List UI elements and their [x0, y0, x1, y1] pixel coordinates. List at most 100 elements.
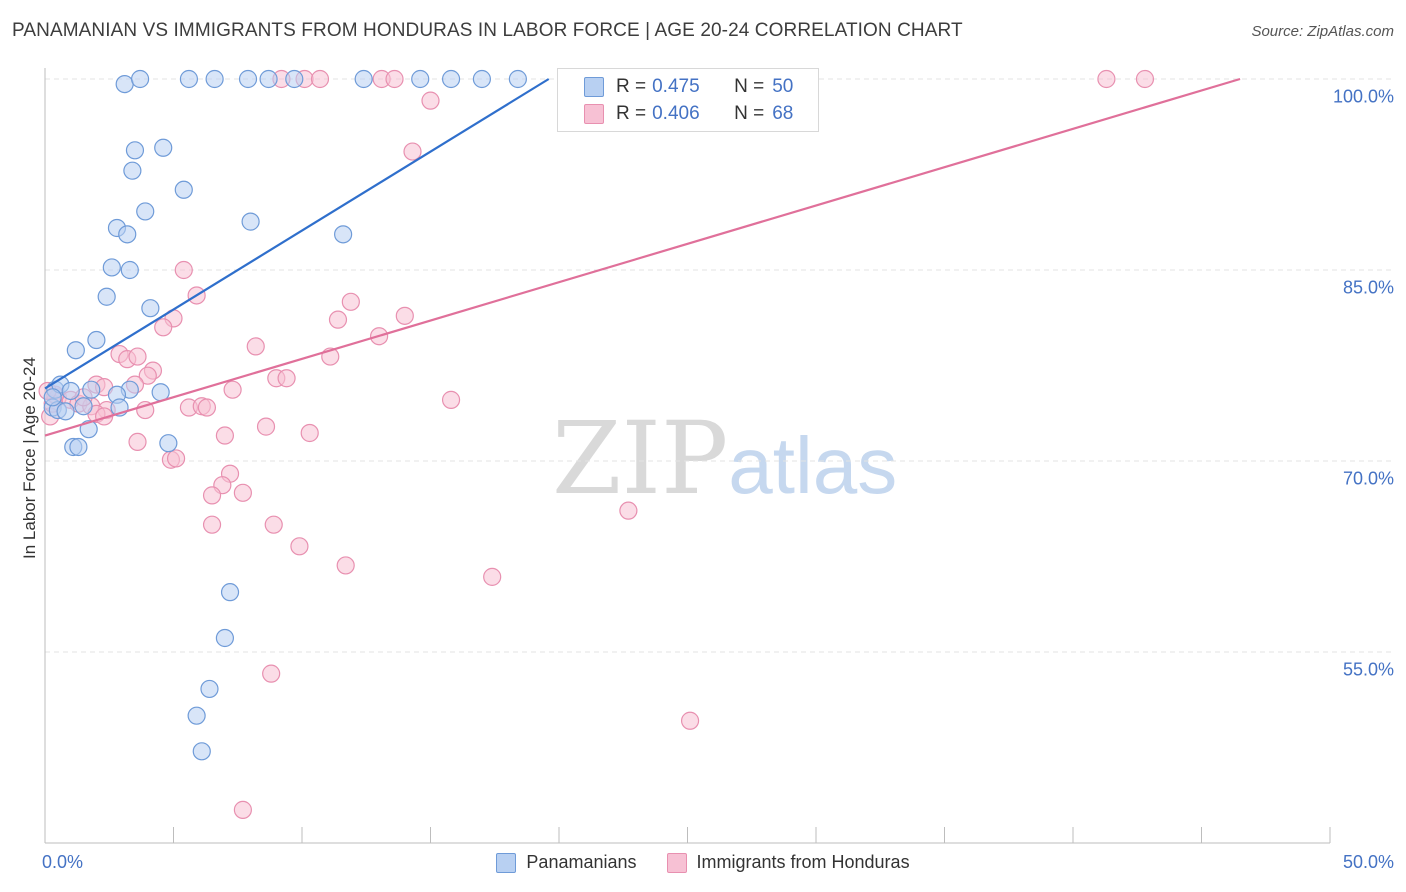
data-point-panamanians	[159, 434, 178, 453]
data-point-honduras	[264, 515, 283, 534]
data-point-honduras	[215, 426, 234, 445]
data-point-panamanians	[74, 397, 93, 416]
data-point-honduras	[138, 366, 157, 385]
data-point-honduras	[441, 390, 461, 409]
y-axis-label: In Labor Force | Age 20-24	[20, 357, 39, 559]
trend-line-panamanians	[44, 78, 550, 390]
data-point-honduras	[202, 515, 222, 534]
data-point-panamanians	[79, 420, 98, 439]
data-point-panamanians	[174, 180, 193, 199]
data-point-honduras	[262, 664, 281, 683]
data-point-honduras	[246, 337, 265, 356]
y-tick-label: 70.0%	[1342, 468, 1394, 489]
data-point-panamanians	[238, 69, 258, 89]
legend-item-honduras[interactable]: Immigrants from Honduras	[666, 852, 910, 873]
data-point-honduras	[154, 318, 173, 337]
data-point-panamanians	[220, 583, 240, 602]
data-point-panamanians	[205, 69, 224, 89]
data-point-panamanians	[259, 69, 278, 89]
data-point-honduras	[300, 423, 319, 443]
data-point-panamanians	[56, 402, 75, 421]
data-point-honduras	[223, 380, 242, 399]
chart-title: PANAMANIAN VS IMMIGRANTS FROM HONDURAS I…	[12, 20, 963, 41]
legend-row-panamanians: R = 0.475 N = 50	[584, 75, 793, 99]
data-point-honduras	[395, 306, 414, 325]
data-point-panamanians	[102, 258, 121, 277]
legend-item-panamanians[interactable]: Panamanians	[496, 852, 637, 873]
data-point-panamanians	[285, 69, 304, 89]
series-panamanians-points	[43, 69, 656, 761]
data-point-panamanians	[411, 69, 430, 89]
data-point-panamanians	[43, 388, 62, 407]
legend-r-label: R =	[616, 76, 647, 97]
y-tick-label: 85.0%	[1342, 277, 1394, 298]
legend-r-value: 0.406	[652, 103, 700, 124]
data-point-honduras	[277, 369, 296, 388]
data-point-panamanians	[334, 225, 353, 244]
data-point-panamanians	[130, 69, 150, 89]
data-point-panamanians	[508, 69, 527, 89]
series-honduras-points	[38, 69, 1155, 819]
data-point-panamanians	[66, 341, 85, 360]
data-point-honduras	[680, 711, 700, 730]
data-point-panamanians	[187, 706, 206, 725]
trend-lines	[44, 77, 1241, 437]
data-point-honduras	[483, 567, 502, 586]
data-point-panamanians	[69, 437, 88, 457]
legend-n-label: N =	[734, 76, 765, 97]
data-point-honduras	[202, 486, 222, 505]
data-point-panamanians	[179, 69, 199, 89]
x-tick-min: 0.0%	[42, 852, 84, 872]
y-tick-label: 55.0%	[1342, 659, 1394, 680]
data-point-honduras	[328, 310, 348, 329]
data-point-honduras	[421, 91, 440, 110]
legend-n-label: N =	[734, 103, 765, 124]
source-label: Source: ZipAtlas.com	[1251, 23, 1394, 40]
data-point-honduras	[290, 537, 309, 556]
data-point-honduras	[403, 142, 422, 161]
legend-swatch-blue	[496, 852, 517, 873]
data-point-honduras	[197, 398, 217, 417]
legend-swatch-blue	[584, 77, 604, 97]
data-point-panamanians	[472, 69, 491, 89]
trend-line-honduras	[44, 77, 1241, 437]
data-point-honduras	[341, 292, 360, 311]
legend-swatch-pink	[666, 852, 687, 873]
x-tick-max: 50.0%	[1342, 852, 1394, 872]
series-legend: Panamanians Immigrants from Honduras	[0, 852, 1406, 873]
data-point-honduras	[174, 260, 193, 280]
data-point-panamanians	[200, 679, 219, 699]
legend-row-honduras: R = 0.406 N = 68	[584, 102, 793, 126]
legend-n-value: 50	[772, 76, 794, 97]
data-point-panamanians	[136, 202, 155, 221]
data-point-panamanians	[120, 260, 139, 280]
data-point-honduras	[256, 417, 276, 436]
data-point-panamanians	[141, 299, 160, 318]
legend-n-value: 68	[772, 103, 794, 124]
data-point-panamanians	[97, 287, 116, 306]
data-point-panamanians	[123, 161, 142, 180]
data-point-panamanians	[241, 212, 260, 231]
data-point-panamanians	[125, 141, 145, 160]
data-point-honduras	[1135, 69, 1155, 89]
data-point-panamanians	[192, 742, 211, 761]
y-tick-label: 100.0%	[1332, 86, 1394, 107]
data-point-panamanians	[154, 138, 173, 157]
correlation-legend: R = 0.475 N = 50 R = 0.406 N = 68	[557, 68, 819, 132]
legend-r-label: R =	[616, 103, 647, 124]
axes	[44, 68, 1331, 844]
gridlines	[45, 78, 1395, 653]
data-point-panamanians	[354, 69, 373, 89]
data-point-panamanians	[61, 381, 80, 401]
legend-swatch-pink	[584, 104, 604, 124]
legend-item-label: Panamanians	[526, 852, 637, 872]
data-point-honduras	[128, 432, 147, 451]
legend-item-label: Immigrants from Honduras	[696, 852, 910, 872]
data-point-honduras	[128, 347, 147, 366]
data-point-panamanians	[87, 330, 106, 350]
data-point-panamanians	[215, 628, 234, 648]
data-point-honduras	[233, 800, 252, 819]
data-point-panamanians	[115, 74, 134, 94]
data-point-panamanians	[441, 69, 461, 89]
